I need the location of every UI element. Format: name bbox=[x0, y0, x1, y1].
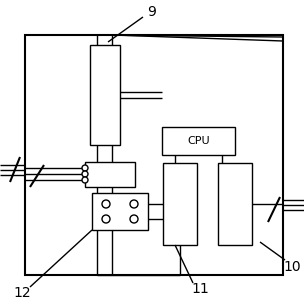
Circle shape bbox=[82, 177, 88, 183]
Text: 9: 9 bbox=[147, 5, 157, 19]
Bar bbox=[162, 127, 235, 155]
Bar bbox=[218, 163, 252, 245]
Circle shape bbox=[130, 215, 138, 223]
Bar bbox=[92, 193, 148, 230]
Text: 12: 12 bbox=[13, 286, 31, 300]
Bar bbox=[163, 163, 197, 245]
Circle shape bbox=[102, 200, 110, 208]
Circle shape bbox=[130, 200, 138, 208]
Circle shape bbox=[102, 215, 110, 223]
Bar bbox=[25, 35, 283, 275]
Text: CPU: CPU bbox=[187, 136, 210, 146]
Circle shape bbox=[82, 171, 88, 177]
Bar bbox=[85, 162, 135, 187]
Text: 11: 11 bbox=[191, 282, 209, 296]
Bar bbox=[90, 45, 120, 145]
Circle shape bbox=[82, 165, 88, 171]
Text: 10: 10 bbox=[283, 260, 301, 274]
